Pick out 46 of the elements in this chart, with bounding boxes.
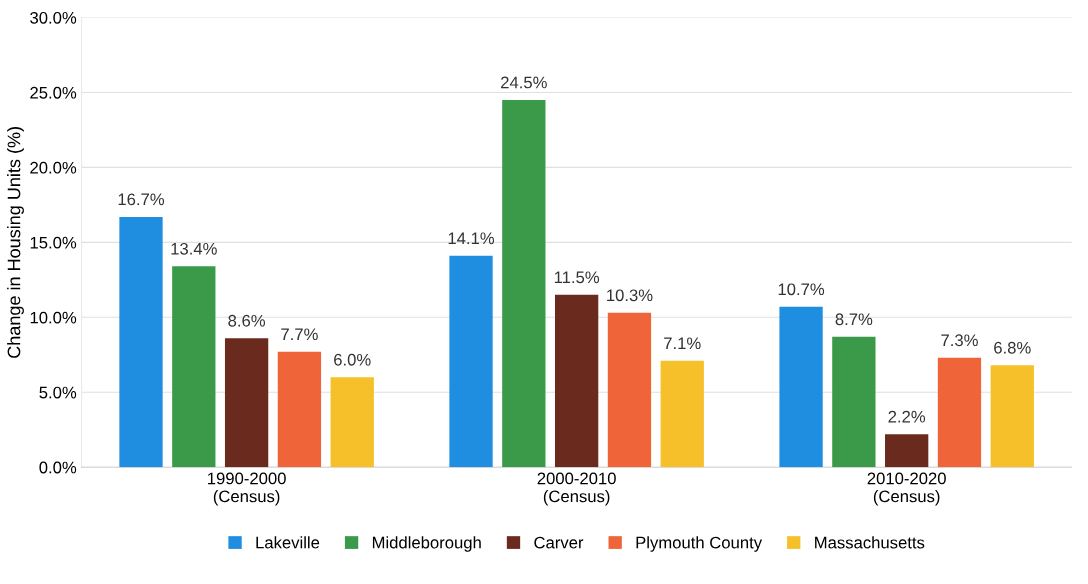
bar	[277, 351, 322, 468]
bar	[660, 360, 704, 468]
y-tick-label: 25.0%	[30, 86, 77, 99]
data-label: 8.7%	[835, 313, 873, 326]
bar	[502, 99, 546, 468]
bar	[990, 365, 1034, 468]
bar	[607, 312, 652, 468]
bar	[172, 266, 216, 468]
bar	[779, 306, 823, 468]
data-label: 6.0%	[334, 353, 371, 366]
data-label: 6.8%	[994, 341, 1031, 354]
data-label: 7.1%	[664, 337, 701, 350]
x-tick-label: 2010-2020 (Census)	[867, 472, 946, 506]
data-label: 10.3%	[607, 289, 653, 302]
data-label: 2.2%	[888, 410, 926, 423]
bar	[832, 336, 876, 468]
data-label: 13.4%	[171, 242, 217, 255]
x-tick-label: 2000-2010 (Census)	[537, 472, 616, 506]
data-label: 24.5%	[501, 76, 547, 89]
y-tick-label: 30.0%	[30, 11, 77, 24]
bar	[885, 434, 929, 468]
data-label: 16.7%	[118, 193, 165, 206]
data-label: 8.6%	[228, 314, 266, 327]
bar	[554, 294, 599, 468]
legend-label: Carver	[534, 536, 584, 549]
y-tick-label: 20.0%	[30, 161, 77, 174]
data-label: 7.3%	[941, 334, 978, 347]
legend-label: Massachusetts	[815, 536, 925, 549]
data-label: 14.1%	[448, 232, 495, 245]
y-tick-label: 10.0%	[30, 311, 77, 324]
y-tick-label: 0.0%	[39, 461, 77, 474]
y-tick-label: 15.0%	[30, 236, 77, 249]
data-label: 10.7%	[778, 283, 825, 296]
y-tick-label: 5.0%	[39, 386, 77, 399]
data-label: 11.5%	[554, 271, 600, 284]
x-tick-label: 1990-2000 (Census)	[208, 472, 286, 506]
legend-label: Middleborough	[372, 536, 481, 552]
bar	[119, 216, 163, 468]
data-label: 7.7%	[281, 328, 318, 341]
legend-label: Plymouth County	[636, 536, 763, 552]
legend-label: Lakeville	[256, 536, 320, 549]
bar	[937, 357, 982, 468]
y-axis-title: Change in Housing Units (%)	[7, 127, 24, 358]
bar	[224, 338, 269, 468]
bar	[330, 377, 374, 468]
bar	[449, 255, 493, 468]
